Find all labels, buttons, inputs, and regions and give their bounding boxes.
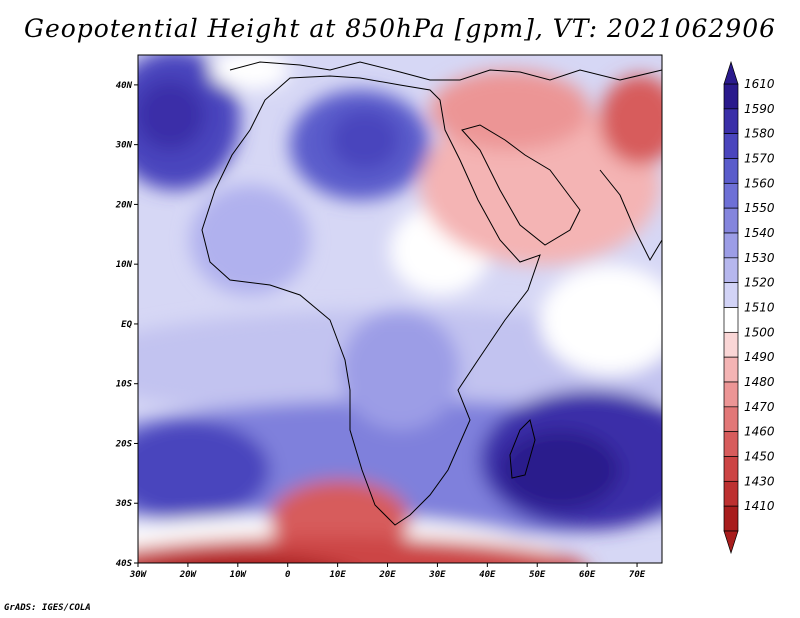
lat-tick-label: 10N (116, 260, 133, 270)
madagascar-coastline (509, 419, 536, 479)
colorbar: 1610 1590 1580 1570 1560 1550 1540 1530 1520 1510… (723, 60, 775, 555)
lat-tick-label: 20S (115, 439, 133, 449)
heatmap-field (138, 55, 662, 563)
colorbar-label: 1510 (744, 301, 775, 315)
colorbar-label: 1580 (744, 127, 775, 141)
lon-tick-label: 0 (285, 570, 291, 580)
europe-coastline (229, 61, 662, 81)
field-iberia (210, 55, 290, 90)
colorbar-swatch (723, 505, 739, 532)
lat-tick-label: 30S (115, 499, 133, 509)
colorbar-swatch (723, 331, 739, 358)
field-south-trough-core (152, 555, 328, 563)
colorbar-label: 1410 (744, 499, 775, 513)
colorbar-swatch (723, 431, 739, 457)
colorbar-label: 1550 (744, 201, 775, 215)
colorbar-swatch (723, 232, 739, 259)
colorbar-swatch (723, 133, 739, 159)
field-central-africa (340, 310, 460, 430)
lon-tick-label: 40E (479, 570, 496, 580)
lon-axis: 30W 20W 10W 0 10E 20E 30E 40E 50E 60E 70E (129, 563, 646, 580)
colorbar-label: 1530 (744, 251, 775, 265)
lon-tick-label: 30W (129, 570, 148, 580)
lat-tick-label: 20N (115, 200, 133, 210)
lat-axis: 40N 30N 20N 10N EQ 10S 20S 30S 40S (115, 81, 138, 569)
colorbar-swatch (723, 480, 739, 507)
field-mascarene-core (500, 430, 620, 510)
colorbar-label: 1490 (744, 350, 775, 364)
colorbar-label: 1430 (744, 474, 775, 488)
lon-tick-label: 70E (629, 570, 646, 580)
field-sahara-core (330, 110, 400, 170)
colorbar-swatch (723, 83, 739, 110)
lat-tick-label: 40N (116, 81, 133, 91)
lat-tick-label: 10S (116, 380, 133, 390)
colorbar-swatch (723, 182, 739, 209)
lat-tick-label: 40S (116, 559, 133, 569)
lon-tick-label: 30E (428, 570, 446, 580)
colorbar-swatch (723, 257, 739, 284)
colorbar-label: 1590 (744, 102, 775, 116)
africa-coastline (201, 75, 541, 526)
lon-tick-label: 10E (329, 570, 346, 580)
colorbar-label: 1540 (744, 226, 775, 240)
colorbar-swatch (723, 307, 739, 333)
india-coastline (599, 169, 662, 262)
colorbar-swatch (723, 406, 739, 433)
colorbar-swatch (723, 456, 739, 482)
lon-tick-label: 20W (179, 570, 198, 580)
field-arabian-sea (540, 265, 662, 375)
field-south-atlantic-high (138, 420, 270, 520)
lon-tick-label: 50E (529, 570, 546, 580)
map-frame (137, 54, 663, 564)
coastlines (201, 61, 662, 526)
lon-tick-label: 10W (230, 570, 248, 580)
colorbar-label: 1560 (744, 176, 775, 190)
field-levant (430, 70, 590, 150)
colorbar-label: 1570 (744, 152, 775, 166)
colorbar-label: 1500 (744, 325, 775, 339)
colorbar-label: 1450 (744, 450, 775, 464)
field-pakistan-low (600, 75, 662, 165)
colorbar-swatch (723, 207, 739, 234)
colorbar-swatch (723, 108, 739, 135)
colorbar-label: 1470 (744, 400, 775, 414)
colorbar-label: 1520 (744, 276, 775, 290)
lat-tick-label: 30N (115, 141, 133, 151)
lat-tick-label: EQ (121, 320, 132, 330)
colorbar-swatch (723, 356, 739, 383)
colorbar-swatch (723, 158, 739, 184)
field-azores-core (138, 80, 205, 150)
colorbar-swatch (723, 381, 739, 408)
colorbar-label: 1480 (744, 375, 775, 389)
field-west-africa (190, 185, 310, 295)
arabia-coastline (461, 124, 581, 246)
colorbar-top-arrow (723, 60, 739, 85)
colorbar-label: 1610 (744, 77, 775, 91)
colorbar-swatch (723, 282, 739, 308)
lon-tick-label: 60E (579, 570, 596, 580)
colorbar-label: 1460 (744, 425, 775, 439)
lon-tick-label: 20E (378, 570, 396, 580)
colorbar-bottom-arrow (723, 530, 739, 555)
chart-title: Geopotential Height at 850hPa [gpm], VT:… (23, 14, 777, 43)
grads-credit: GrADS: IGES/COLA (4, 603, 91, 613)
